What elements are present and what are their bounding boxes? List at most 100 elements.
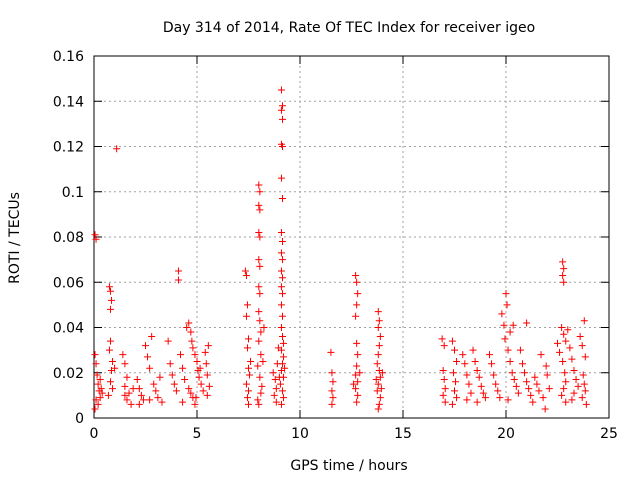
data-point <box>105 346 113 354</box>
data-point <box>328 400 336 408</box>
data-point <box>539 394 547 402</box>
data-point <box>92 235 100 243</box>
data-point <box>256 317 264 325</box>
data-point <box>203 391 211 399</box>
data-point <box>514 389 522 397</box>
y-tick-label: 0.12 <box>53 140 84 156</box>
data-point <box>353 301 361 309</box>
data-point <box>280 394 288 402</box>
data-point <box>277 106 285 114</box>
data-point <box>271 376 279 384</box>
data-point <box>181 376 189 384</box>
data-point <box>106 337 114 345</box>
data-point <box>144 353 152 361</box>
data-point <box>92 360 100 368</box>
data-point <box>191 400 199 408</box>
data-point <box>243 344 251 352</box>
data-point <box>566 344 574 352</box>
data-point <box>467 389 475 397</box>
data-point <box>192 394 200 402</box>
data-point <box>260 324 268 331</box>
data-point <box>377 385 385 393</box>
data-point <box>125 389 133 397</box>
data-point <box>561 369 569 377</box>
data-point <box>350 380 358 388</box>
x-tick-label: 15 <box>394 426 412 442</box>
x-tick-label: 10 <box>291 426 309 442</box>
data-point <box>202 360 210 368</box>
data-point <box>352 271 360 279</box>
data-point <box>278 333 286 341</box>
data-point <box>353 398 361 406</box>
data-point <box>463 396 471 404</box>
data-point <box>354 351 362 359</box>
data-point <box>146 396 154 404</box>
data-point <box>281 364 289 372</box>
data-point <box>374 405 382 413</box>
data-point <box>187 389 195 397</box>
x-tick-label: 20 <box>497 426 515 442</box>
data-point <box>328 369 336 377</box>
data-point <box>277 346 285 354</box>
data-point <box>506 357 514 365</box>
data-point <box>453 357 461 365</box>
data-point <box>373 387 381 395</box>
data-point <box>329 394 337 402</box>
data-point <box>185 319 193 327</box>
data-point <box>108 296 116 304</box>
data-point <box>277 301 285 309</box>
y-tick-label: 0.02 <box>53 366 84 382</box>
data-point <box>439 366 447 374</box>
data-point <box>123 373 131 381</box>
data-point <box>255 228 263 236</box>
data-point <box>545 385 553 393</box>
data-point <box>438 335 446 343</box>
data-point <box>242 312 250 320</box>
data-point <box>123 396 131 404</box>
data-point <box>448 400 456 408</box>
data-point <box>259 357 267 365</box>
data-point <box>509 321 517 329</box>
data-point <box>255 181 263 189</box>
data-point <box>582 400 590 408</box>
data-point <box>242 271 250 279</box>
data-point <box>272 385 280 393</box>
data-point <box>199 387 207 395</box>
data-point <box>572 376 580 384</box>
data-point <box>481 394 489 402</box>
data-point <box>109 385 117 393</box>
data-point <box>278 274 286 282</box>
data-point <box>257 389 265 397</box>
data-point <box>504 396 512 404</box>
data-point <box>187 328 195 336</box>
data-point <box>378 369 386 377</box>
data-point <box>441 398 449 406</box>
data-point <box>537 351 545 359</box>
data-point <box>189 344 197 352</box>
data-point <box>574 382 582 390</box>
data-point <box>568 396 576 404</box>
data-point <box>164 337 172 345</box>
data-point <box>121 391 129 399</box>
data-point <box>523 319 531 327</box>
y-tick-label: 0.06 <box>53 275 84 291</box>
data-point <box>488 360 496 368</box>
data-point <box>203 371 211 379</box>
data-point <box>529 398 537 406</box>
data-point <box>506 328 514 336</box>
data-point <box>121 382 129 390</box>
data-point <box>469 346 477 354</box>
data-point <box>581 387 589 395</box>
data-point <box>191 351 199 359</box>
data-point <box>106 378 114 386</box>
data-point <box>152 387 160 395</box>
data-point <box>479 389 487 397</box>
data-point <box>245 387 252 395</box>
y-tick-label: 0 <box>75 411 84 427</box>
data-point <box>277 249 285 257</box>
data-point <box>256 206 264 214</box>
data-point <box>374 324 382 331</box>
data-point <box>204 342 212 350</box>
data-point <box>247 357 255 365</box>
data-point <box>535 387 543 395</box>
